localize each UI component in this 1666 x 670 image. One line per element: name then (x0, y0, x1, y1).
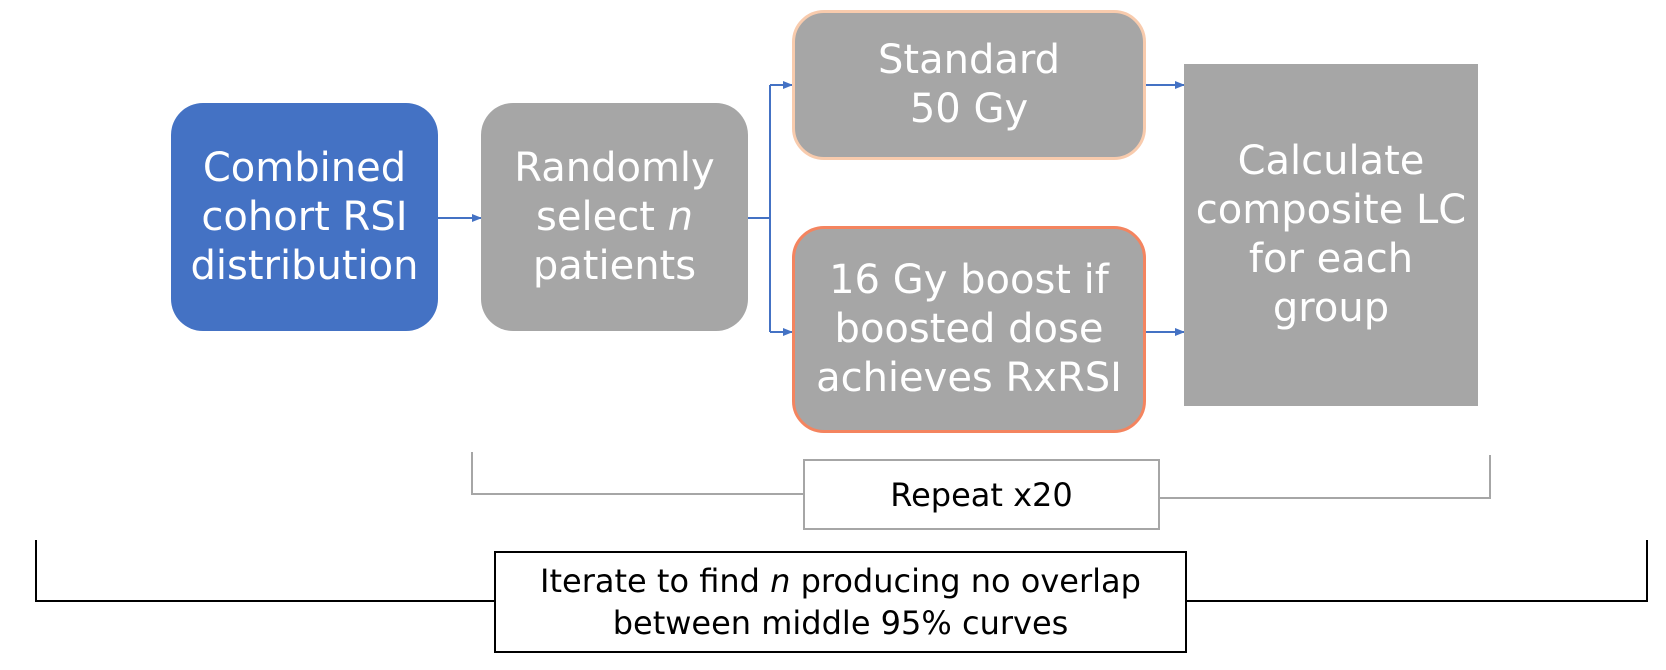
repeat-bracket-left (471, 452, 803, 495)
boost-line-1: 16 Gy boost if (829, 257, 1109, 303)
calculate-line-2: composite LC (1195, 187, 1467, 233)
combined-line-3: distribution (190, 242, 419, 289)
calculate-line-1: Calculate (1237, 138, 1425, 184)
standard-line-1: Standard (878, 37, 1060, 83)
randomly-line-3: patients (532, 242, 697, 289)
calculate-lc-box: Calculate composite LC for each group (1184, 64, 1478, 406)
iterate-line-2: between middle 95% curves (612, 604, 1069, 642)
randomly-italic-n: n (667, 193, 693, 240)
randomly-line-2-text: select (536, 193, 668, 240)
standard-dose-box: Standard 50 Gy (792, 10, 1146, 160)
iterate-bracket-left (35, 540, 494, 602)
iterate-text-pre: Iterate to find (540, 562, 771, 600)
boost-line-2: boosted dose (834, 306, 1104, 352)
randomly-line-1: Randomly (514, 144, 715, 191)
boost-dose-box: 16 Gy boost if boosted dose achieves RxR… (792, 226, 1146, 433)
randomly-select-box: Randomly select n patients (481, 103, 748, 331)
combined-line-2: cohort RSI (201, 193, 408, 240)
iterate-text-post: producing no overlap (790, 562, 1141, 600)
iterate-italic-n: n (770, 562, 791, 600)
repeat-label: Repeat x20 (890, 475, 1073, 514)
calculate-line-4: group (1272, 285, 1390, 331)
repeat-label-box: Repeat x20 (803, 459, 1160, 530)
iterate-label-box: Iterate to find n producing no overlap b… (494, 551, 1187, 653)
boost-line-3: achieves RxRSI (816, 355, 1122, 401)
repeat-bracket-right (1160, 455, 1491, 499)
iterate-line-1: Iterate to find n producing no overlap (540, 560, 1141, 602)
iterate-bracket-right (1187, 540, 1648, 602)
combined-cohort-box: Combined cohort RSI distribution (171, 103, 438, 331)
combined-line-1: Combined (202, 144, 407, 191)
randomly-line-2: select n (514, 193, 714, 242)
calculate-line-3: for each (1248, 236, 1414, 282)
standard-line-2: 50 Gy (909, 86, 1029, 132)
